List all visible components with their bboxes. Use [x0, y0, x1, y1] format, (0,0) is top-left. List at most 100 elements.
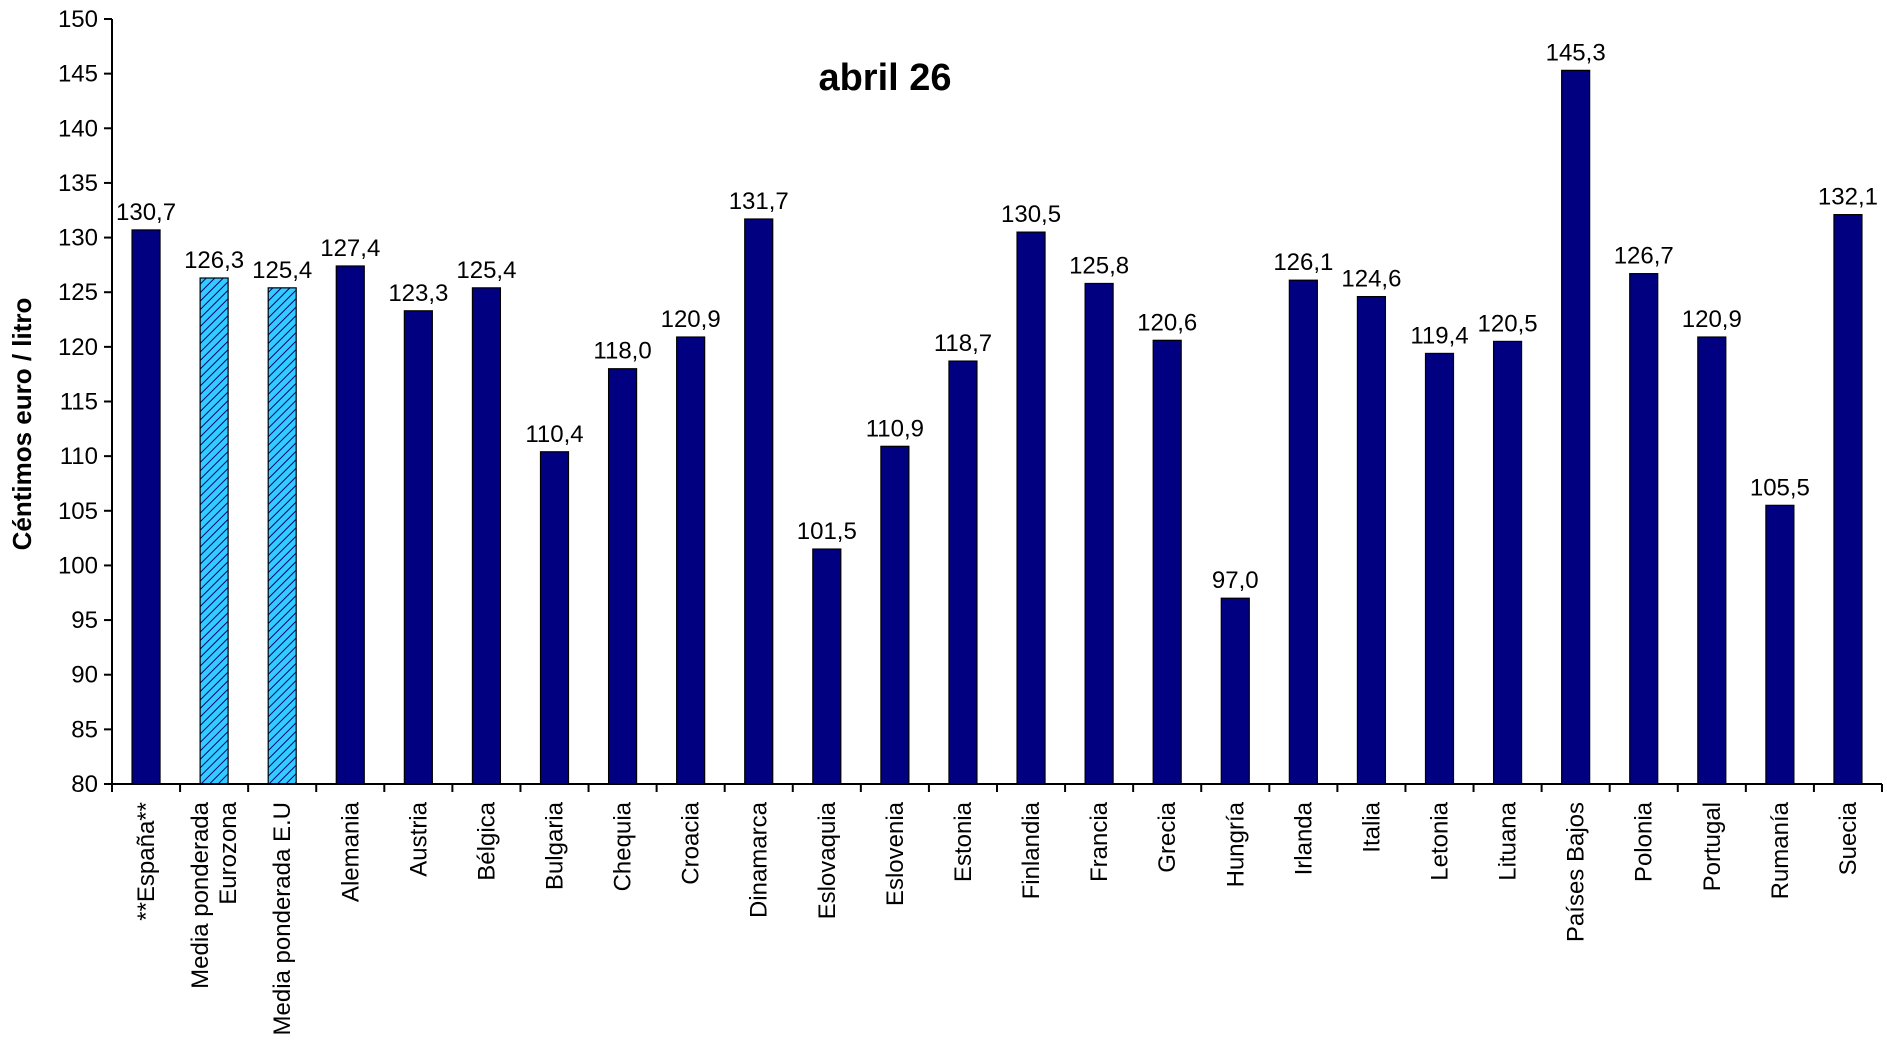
bar-2 — [267, 287, 297, 785]
data-label-7: 118,0 — [593, 338, 651, 365]
category-label-9-line-0: Dinamarca — [746, 801, 773, 918]
data-label-2: 125,4 — [252, 257, 312, 284]
data-label-3: 127,4 — [320, 235, 380, 262]
y-tick-label-2: 90 — [71, 662, 98, 689]
category-label-11-line-0: Eslovenia — [882, 801, 909, 906]
category-label-17-line-0: Irlanda — [1290, 801, 1317, 875]
category-label-15-line-0: Grecia — [1154, 801, 1181, 872]
category-label-6: Bulgaria — [542, 801, 569, 890]
data-label-4: 123,3 — [388, 280, 448, 307]
category-label-1-line-0: Media ponderada — [187, 801, 214, 988]
category-label-21: Países Bajos — [1563, 802, 1590, 942]
category-label-10-line-0: Eslovaquia — [814, 801, 841, 919]
category-label-16: Hungría — [1222, 801, 1249, 887]
bar-9 — [744, 218, 774, 785]
data-label-19: 119,4 — [1410, 322, 1468, 349]
bar-23 — [1697, 336, 1727, 785]
bar-17 — [1288, 279, 1318, 785]
category-label-3: Alemania — [337, 801, 364, 902]
y-tick-label-7: 115 — [60, 389, 98, 416]
data-label-6: 110,4 — [525, 421, 583, 448]
bar-1 — [199, 277, 229, 785]
category-label-2: Media ponderada E.U — [269, 802, 296, 1035]
category-label-5-line-0: Bélgica — [473, 801, 500, 880]
category-label-7: Chequia — [610, 801, 637, 891]
category-label-18-line-0: Italia — [1358, 801, 1385, 852]
bar-16 — [1220, 597, 1250, 785]
category-label-12-line-0: Estonia — [950, 801, 977, 882]
chart-title: abril 26 — [818, 57, 951, 99]
y-tick-label-9: 125 — [58, 279, 98, 306]
y-tick-label-14: 150 — [58, 6, 98, 33]
category-label-18: Italia — [1358, 801, 1385, 852]
category-label-21-line-0: Países Bajos — [1563, 802, 1590, 942]
y-tick-label-4: 100 — [58, 552, 98, 579]
bar-7 — [607, 368, 638, 785]
category-label-24: Rumanía — [1767, 801, 1794, 899]
bar-4 — [403, 310, 433, 785]
y-tick-label-0: 80 — [71, 771, 98, 798]
category-label-25-line-0: Suecia — [1835, 801, 1862, 875]
category-label-19-line-0: Letonia — [1427, 801, 1454, 880]
category-label-23: Portugal — [1699, 802, 1726, 891]
category-label-24-line-0: Rumanía — [1767, 801, 1794, 899]
data-label-9: 131,7 — [729, 188, 789, 215]
bar-20 — [1492, 340, 1523, 785]
bar-18 — [1356, 295, 1387, 785]
category-label-11: Eslovenia — [882, 801, 909, 906]
data-label-15: 120,6 — [1137, 309, 1197, 336]
category-label-0-line-0: **España** — [133, 802, 160, 921]
category-label-4-line-0: Austria — [405, 801, 432, 876]
category-label-6-line-0: Bulgaria — [542, 801, 569, 890]
y-tick-label-11: 135 — [58, 170, 98, 197]
data-label-23: 120,9 — [1682, 306, 1742, 333]
category-label-14-line-0: Francia — [1086, 801, 1113, 882]
category-label-3-line-0: Alemania — [337, 801, 364, 902]
data-label-20: 120,5 — [1478, 310, 1538, 337]
y-axis-title: Céntimos euro / litro — [7, 298, 37, 551]
bar-3 — [335, 265, 365, 785]
data-label-21: 145,3 — [1546, 39, 1606, 66]
data-label-8: 120,9 — [661, 306, 721, 333]
bar-19 — [1424, 352, 1455, 785]
category-label-10: Eslovaquia — [814, 801, 841, 919]
category-label-1-line-1: Eurozona — [215, 801, 242, 904]
data-label-5: 125,4 — [456, 257, 516, 284]
data-label-11: 110,9 — [866, 415, 924, 442]
data-label-16: 97,0 — [1212, 567, 1259, 594]
category-label-9: Dinamarca — [746, 801, 773, 918]
y-tick-label-3: 95 — [71, 607, 98, 634]
bar-11 — [880, 445, 910, 785]
category-label-22: Polonia — [1631, 801, 1658, 882]
y-tick-label-12: 140 — [58, 115, 98, 142]
bar-6 — [539, 451, 570, 785]
y-tick-label-10: 130 — [58, 225, 98, 252]
category-label-16-line-0: Hungría — [1222, 801, 1249, 887]
data-label-22: 126,7 — [1614, 243, 1674, 270]
category-label-15: Grecia — [1154, 801, 1181, 872]
bar-5 — [471, 287, 502, 785]
category-label-4: Austria — [405, 801, 432, 876]
data-label-24: 105,5 — [1750, 474, 1810, 501]
category-label-1: Media ponderada Eurozona — [187, 801, 242, 988]
category-label-2-line-0: Media ponderada E.U — [269, 802, 296, 1035]
category-label-20: Lituana — [1495, 801, 1522, 880]
bar-14 — [1084, 282, 1114, 785]
bar-25 — [1833, 214, 1863, 785]
category-label-13: Finlandia — [1018, 801, 1045, 899]
bar-22 — [1629, 273, 1659, 785]
y-tick-label-6: 110 — [60, 443, 98, 470]
category-label-7-line-0: Chequia — [610, 801, 637, 891]
data-label-13: 130,5 — [1001, 201, 1061, 228]
data-label-18: 124,6 — [1341, 266, 1401, 293]
bar-0 — [131, 229, 161, 785]
category-label-14: Francia — [1086, 801, 1113, 882]
data-label-17: 126,1 — [1273, 249, 1333, 276]
category-label-8: Croacia — [678, 801, 705, 884]
data-label-25: 132,1 — [1818, 184, 1878, 211]
category-label-19: Letonia — [1427, 801, 1454, 880]
category-label-0: **España** — [133, 802, 160, 921]
bar-15 — [1152, 339, 1182, 785]
